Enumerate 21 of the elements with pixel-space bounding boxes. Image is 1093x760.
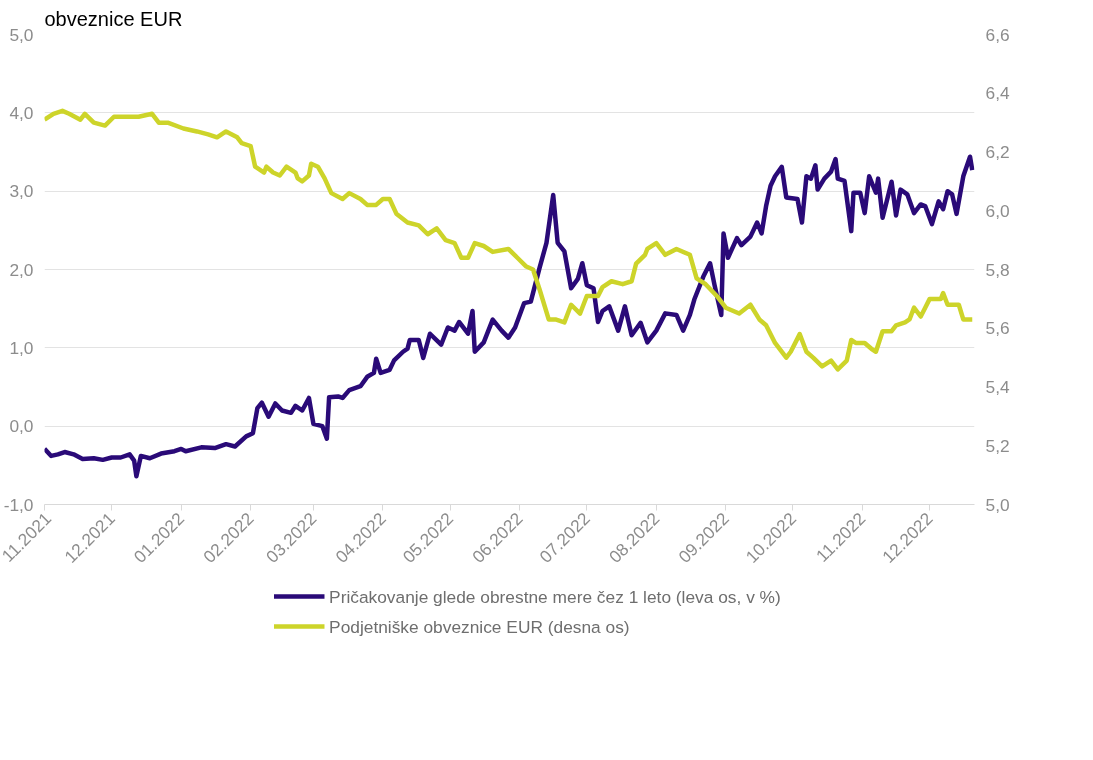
legend-label: Podjetniške obveznice EUR (desna os) xyxy=(329,616,630,637)
y2-tick-label: 5,4 xyxy=(985,377,1010,397)
y2-tick-label: 5,6 xyxy=(985,318,1010,339)
y-tick-label: 5,0 xyxy=(9,24,34,45)
y-tick-label: 0,0 xyxy=(9,416,34,437)
y-tick-label: 2,0 xyxy=(9,259,34,280)
y2-tick-label: 6,6 xyxy=(985,24,1010,45)
legend-label: Pričakovanje glede obrestne mere čez 1 leto (leva os, v %) xyxy=(329,586,781,607)
y-tick-label: 3,0 xyxy=(9,181,34,202)
chart-title: obveznice EUR xyxy=(44,7,183,30)
line-series xyxy=(44,154,975,479)
y2-tick-label: 5,8 xyxy=(985,259,1010,280)
y-tick-label: 4,0 xyxy=(9,102,34,123)
y2-tick-label: 5,0 xyxy=(985,494,1010,515)
y2-tick-label: 6,0 xyxy=(985,200,1010,221)
y2-tick-label: 5,2 xyxy=(985,435,1010,456)
y-tick-label: 1,0 xyxy=(9,337,34,358)
y2-tick-label: 6,2 xyxy=(985,142,1010,162)
y-tick-label: -1,0 xyxy=(3,494,34,515)
line-series xyxy=(44,108,975,372)
y2-tick-label: 6,4 xyxy=(985,83,1010,104)
